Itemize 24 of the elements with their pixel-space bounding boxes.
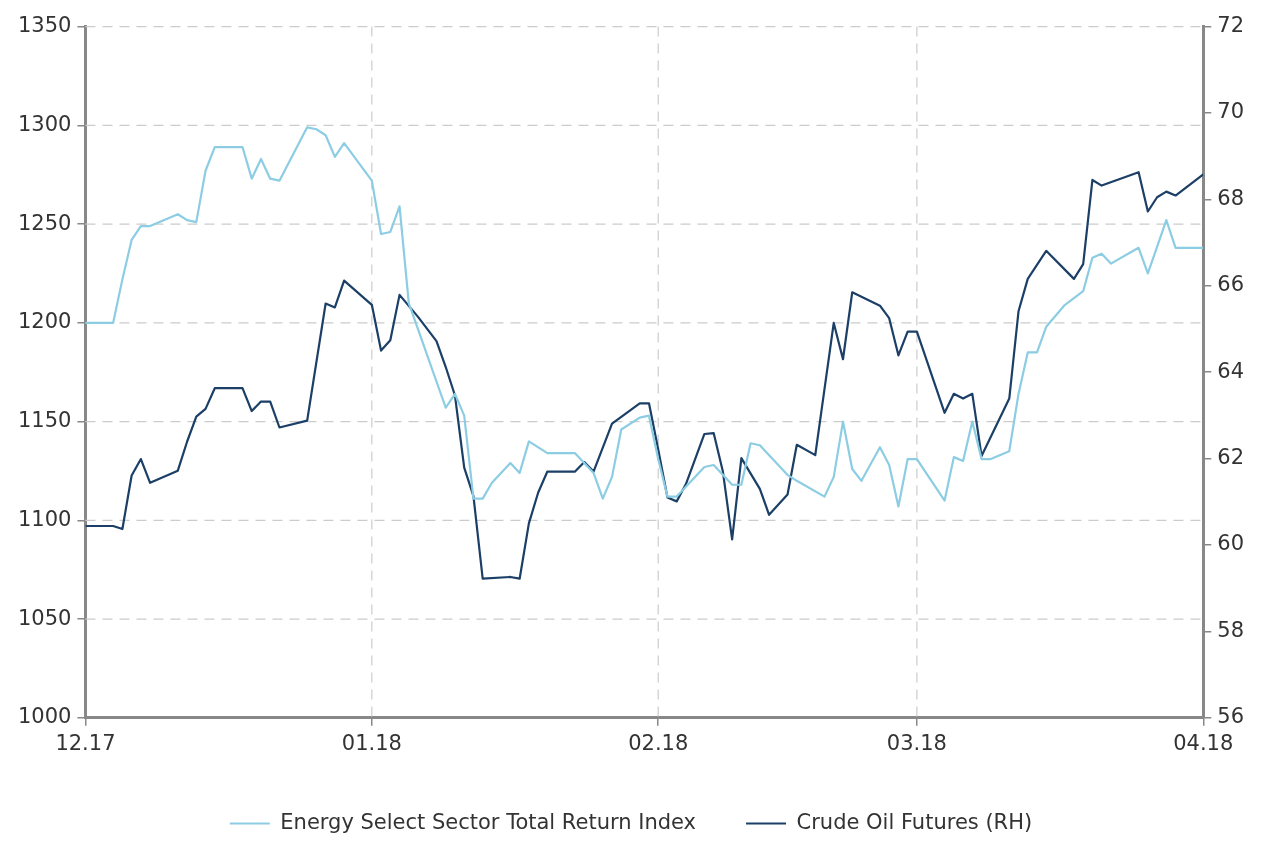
y-tick-label: 1350 (17, 13, 72, 38)
y2-tick-label: 58 (1217, 617, 1245, 642)
y-tick-label: 1250 (17, 210, 72, 235)
x-tick-label: 03.18 (886, 730, 947, 755)
y-tick-label: 1150 (17, 408, 72, 433)
y-tick-label: 1300 (17, 111, 72, 136)
y-tick-label: 1050 (17, 605, 72, 630)
x-tick-label: 12.17 (55, 730, 116, 755)
y2-tick-label: 64 (1217, 358, 1245, 383)
y-tick-label: 1000 (17, 704, 72, 729)
y2-tick-label: 68 (1217, 185, 1245, 210)
y2-tick-label: 66 (1217, 272, 1245, 297)
y-tick-label: 1100 (17, 506, 72, 531)
y-tick-label: 1200 (17, 309, 72, 334)
y2-tick-label: 56 (1217, 704, 1245, 729)
y2-tick-label: 70 (1217, 99, 1245, 124)
y2-tick-label: 72 (1217, 13, 1245, 38)
x-tick-label: 02.18 (628, 730, 689, 755)
y2-tick-label: 60 (1217, 531, 1245, 556)
x-tick-label: 04.18 (1173, 730, 1234, 755)
legend-label: Energy Select Sector Total Return Index (280, 809, 697, 834)
legend-label: Crude Oil Futures (RH) (796, 809, 1033, 834)
x-tick-label: 01.18 (341, 730, 402, 755)
y2-tick-label: 62 (1217, 445, 1245, 470)
